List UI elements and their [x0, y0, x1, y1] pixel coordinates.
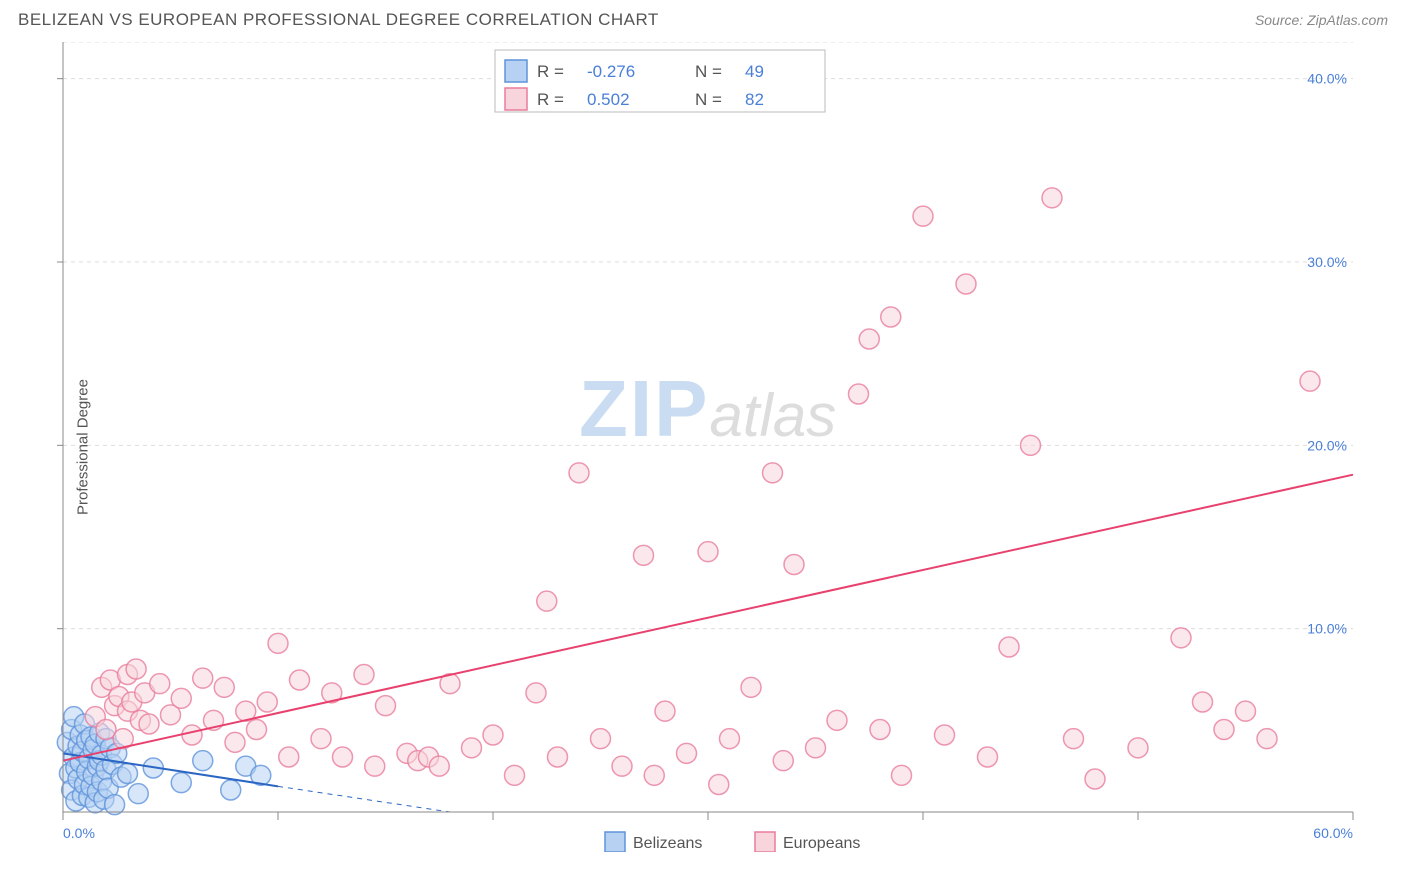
data-point [644, 765, 664, 785]
data-point [698, 542, 718, 562]
data-point [193, 751, 213, 771]
data-point [806, 738, 826, 758]
data-point [150, 674, 170, 694]
data-point [956, 274, 976, 294]
data-point [591, 729, 611, 749]
data-point [881, 307, 901, 327]
legend-label: Europeans [783, 835, 860, 852]
data-point [257, 692, 277, 712]
legend-swatch [505, 88, 527, 110]
data-point [225, 732, 245, 752]
data-point [182, 725, 202, 745]
data-point [978, 747, 998, 767]
data-point [171, 773, 191, 793]
data-point [126, 659, 146, 679]
title-bar: BELIZEAN VS EUROPEAN PROFESSIONAL DEGREE… [0, 0, 1406, 32]
scatter-chart: ZIPatlas 0.0% 60.0% 10.0% 20.0% 30.0% 40.0% R =… [55, 42, 1385, 852]
data-point [1085, 769, 1105, 789]
y-axis-label: Professional Degree [74, 379, 91, 515]
y-tick-label: 30.0% [1307, 254, 1347, 270]
corr-r-label: R = [537, 90, 564, 109]
data-point [290, 670, 310, 690]
data-point [1214, 720, 1234, 740]
data-point [784, 555, 804, 575]
legend-swatch [505, 60, 527, 82]
legend-label: Belizeans [633, 835, 702, 852]
data-point [462, 738, 482, 758]
data-point [548, 747, 568, 767]
data-point [1171, 628, 1191, 648]
y-tick-label: 20.0% [1307, 437, 1347, 453]
data-point [376, 696, 396, 716]
data-point [773, 751, 793, 771]
data-point [221, 780, 241, 800]
data-point [1193, 692, 1213, 712]
data-point [1021, 435, 1041, 455]
data-point [859, 329, 879, 349]
data-point [763, 463, 783, 483]
data-point [612, 756, 632, 776]
y-tick-label: 10.0% [1307, 621, 1347, 637]
data-point [720, 729, 740, 749]
legend-swatch [605, 832, 625, 852]
data-point [1042, 188, 1062, 208]
data-point [311, 729, 331, 749]
data-point [913, 206, 933, 226]
data-point [354, 665, 374, 685]
corr-r-value: 0.502 [587, 90, 630, 109]
data-point [483, 725, 503, 745]
chart-title: BELIZEAN VS EUROPEAN PROFESSIONAL DEGREE… [18, 10, 659, 30]
data-point [709, 775, 729, 795]
x-tick-label: 0.0% [63, 825, 95, 841]
data-point [677, 743, 697, 763]
corr-r-value: -0.276 [587, 62, 635, 81]
source-attribution: Source: ZipAtlas.com [1255, 12, 1388, 28]
data-point [214, 677, 234, 697]
corr-n-label: N = [695, 62, 722, 81]
corr-n-label: N = [695, 90, 722, 109]
data-point [268, 633, 288, 653]
data-point [139, 714, 159, 734]
data-point [655, 701, 675, 721]
legend-swatch [755, 832, 775, 852]
y-tick-label: 40.0% [1307, 71, 1347, 87]
data-point [999, 637, 1019, 657]
data-point [526, 683, 546, 703]
corr-n-value: 82 [745, 90, 764, 109]
data-point [365, 756, 385, 776]
data-point [1064, 729, 1084, 749]
data-point [1128, 738, 1148, 758]
data-point [935, 725, 955, 745]
x-tick-label: 60.0% [1313, 825, 1353, 841]
data-point [537, 591, 557, 611]
corr-r-label: R = [537, 62, 564, 81]
data-point [741, 677, 761, 697]
corr-n-value: 49 [745, 62, 764, 81]
data-point [892, 765, 912, 785]
data-point [279, 747, 299, 767]
trend-line [63, 475, 1353, 761]
data-point [193, 668, 213, 688]
data-point [118, 764, 138, 784]
data-point [171, 688, 191, 708]
data-point [128, 784, 148, 804]
trend-line-dash [278, 786, 450, 812]
data-point [849, 384, 869, 404]
data-point [505, 765, 525, 785]
plot-area: Professional Degree ZIPatlas 0.0% 60.0% 10.… [55, 42, 1385, 852]
data-point [1257, 729, 1277, 749]
data-point [333, 747, 353, 767]
data-point [634, 545, 654, 565]
data-point [827, 710, 847, 730]
data-point [1300, 371, 1320, 391]
data-point [870, 720, 890, 740]
data-point [429, 756, 449, 776]
data-point [569, 463, 589, 483]
watermark: ZIPatlas [579, 364, 836, 453]
data-point [1236, 701, 1256, 721]
data-point [247, 720, 267, 740]
